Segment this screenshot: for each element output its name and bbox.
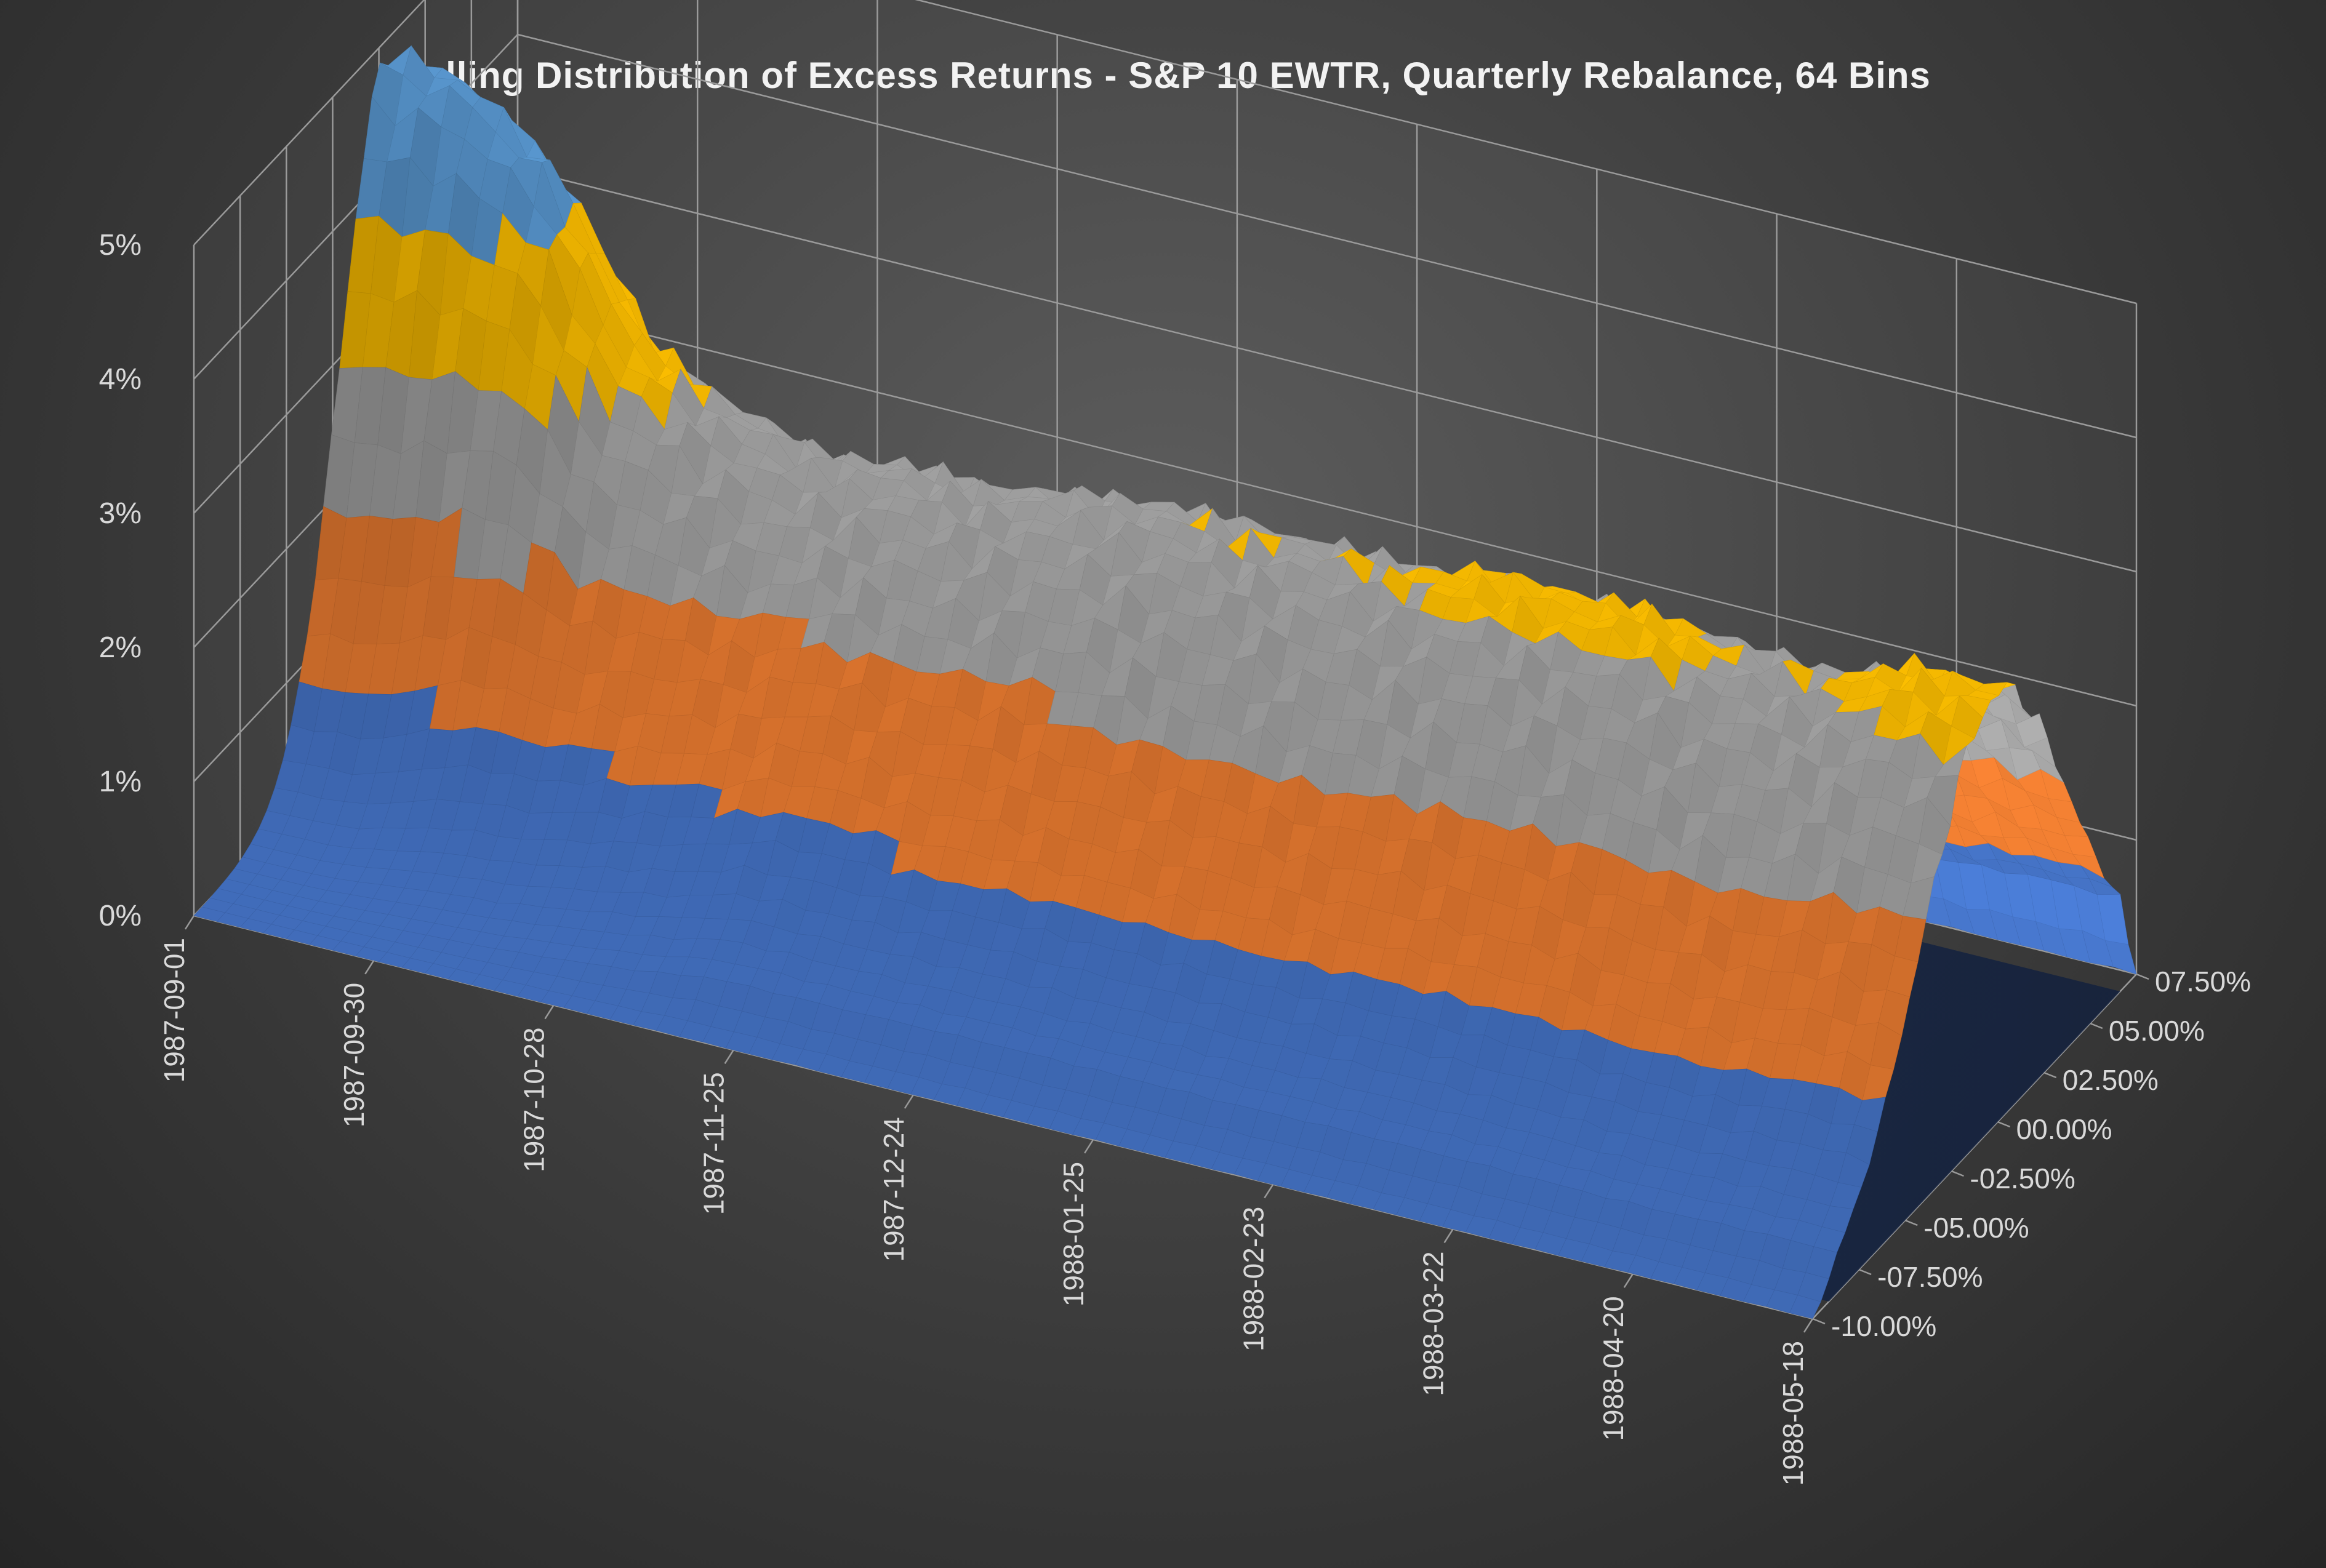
date-tick-label: 1987-11-25 (698, 1072, 730, 1215)
return-tick-mark (2136, 973, 2149, 980)
date-tick-label: 1988-04-20 (1597, 1296, 1629, 1441)
date-axis-labels: 1987-09-01 1987-09-30 1987-10-28 1987-11-25… (158, 915, 1814, 1486)
return-tick-mark (2043, 1071, 2057, 1079)
date-tick-label: 1987-09-30 (338, 983, 370, 1127)
date-tick-label: 1988-03-22 (1418, 1251, 1450, 1396)
date-tick-mark (1264, 1183, 1274, 1199)
return-tick-label: 00.00% (2016, 1113, 2112, 1145)
z-axis-labels: 0% 1% 2% 3% 4% 5% (99, 229, 142, 932)
date-tick-mark (904, 1094, 914, 1109)
date-tick-label: 1988-05-18 (1777, 1341, 1809, 1486)
return-axis-labels: -10.00% -07.50% -05.00% -02.50% 00.00% 02.50%… (1812, 966, 2251, 1342)
return-tick-mark (1951, 1170, 1964, 1177)
date-tick-mark (544, 1004, 555, 1020)
z-tick-label: 1% (99, 766, 142, 798)
date-tick-mark (364, 960, 375, 975)
return-tick-label: 07.50% (2155, 966, 2251, 998)
return-tick-label: 02.50% (2063, 1064, 2159, 1096)
return-tick-label: 05.00% (2109, 1015, 2205, 1047)
date-tick-label: 1987-12-24 (878, 1117, 910, 1262)
z-tick-label: 4% (99, 363, 142, 396)
z-tick-label: 0% (99, 900, 142, 932)
date-tick-label: 1988-01-25 (1057, 1162, 1089, 1306)
return-tick-label: -05.00% (1923, 1212, 2029, 1244)
date-tick-mark (1084, 1139, 1094, 1154)
surface-bands (193, 45, 2137, 1319)
return-tick-label: -02.50% (1970, 1162, 2075, 1194)
date-tick-mark (1623, 1273, 1634, 1288)
date-tick-mark (724, 1049, 734, 1065)
date-tick-mark (1803, 1318, 1814, 1333)
date-tick-label: 1988-02-23 (1237, 1207, 1269, 1351)
surface-facet (1789, 1295, 1821, 1319)
date-tick-label: 1987-10-28 (518, 1028, 550, 1172)
z-tick-label: 2% (99, 631, 142, 664)
z-tick-label: 3% (99, 497, 142, 530)
date-tick-label: 1987-09-01 (158, 938, 190, 1082)
return-tick-mark (1812, 1318, 1826, 1325)
date-tick-mark (1443, 1228, 1454, 1244)
z-tick-label: 5% (99, 229, 142, 262)
date-tick-mark (184, 915, 195, 930)
return-tick-mark (1997, 1121, 2011, 1128)
return-tick-mark (2090, 1022, 2103, 1030)
return-tick-mark (1858, 1268, 1872, 1276)
return-tick-label: -07.50% (1877, 1261, 1983, 1293)
return-tick-mark (1904, 1219, 1918, 1226)
return-tick-label: -10.00% (1831, 1310, 1936, 1342)
